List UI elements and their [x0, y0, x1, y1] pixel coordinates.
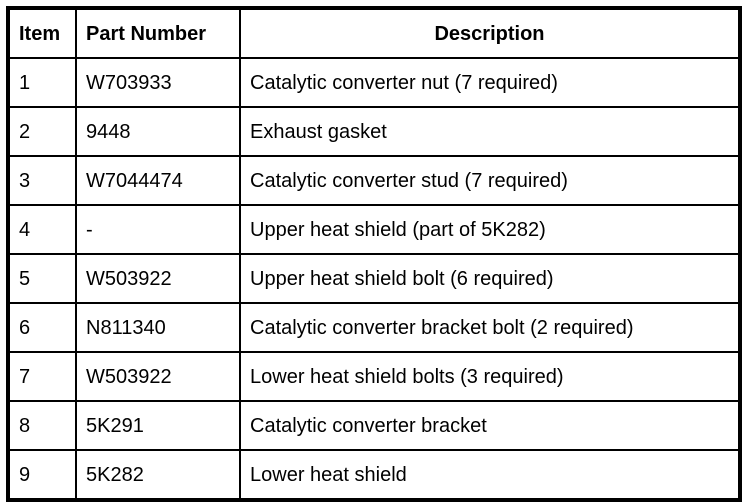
- table-row: 3 W7044474 Catalytic converter stud (7 r…: [7, 155, 741, 206]
- cell-item: 7: [7, 351, 77, 402]
- table-row: 6 N811340 Catalytic converter bracket bo…: [7, 302, 741, 353]
- cell-item: 6: [7, 302, 77, 353]
- cell-description: Upper heat shield (part of 5K282): [239, 204, 741, 255]
- cell-part-number: -: [75, 204, 241, 255]
- parts-table-container: Item Part Number Description 1 W703933 C…: [6, 6, 742, 502]
- cell-description: Catalytic converter bracket bolt (2 requ…: [239, 302, 741, 353]
- cell-description: Catalytic converter nut (7 required): [239, 57, 741, 108]
- cell-description: Catalytic converter stud (7 required): [239, 155, 741, 206]
- cell-description: Exhaust gasket: [239, 106, 741, 157]
- cell-description: Catalytic converter bracket: [239, 400, 741, 451]
- cell-item: 8: [7, 400, 77, 451]
- column-header-part-number: Part Number: [75, 7, 241, 59]
- table-row: 1 W703933 Catalytic converter nut (7 req…: [7, 57, 741, 108]
- table-row: 2 9448 Exhaust gasket: [7, 106, 741, 157]
- table-row: 7 W503922 Lower heat shield bolts (3 req…: [7, 351, 741, 402]
- cell-item: 1: [7, 57, 77, 108]
- table-body: 1 W703933 Catalytic converter nut (7 req…: [7, 57, 741, 501]
- cell-item: 4: [7, 204, 77, 255]
- column-header-item: Item: [7, 7, 77, 59]
- cell-description: Lower heat shield: [239, 449, 741, 501]
- cell-part-number: 5K282: [75, 449, 241, 501]
- cell-item: 9: [7, 449, 77, 501]
- cell-description: Lower heat shield bolts (3 required): [239, 351, 741, 402]
- table-header: Item Part Number Description: [7, 7, 741, 59]
- cell-part-number: W7044474: [75, 155, 241, 206]
- cell-part-number: 9448: [75, 106, 241, 157]
- cell-item: 3: [7, 155, 77, 206]
- cell-item: 5: [7, 253, 77, 304]
- table-row: 4 - Upper heat shield (part of 5K282): [7, 204, 741, 255]
- table-row: 5 W503922 Upper heat shield bolt (6 requ…: [7, 253, 741, 304]
- cell-description: Upper heat shield bolt (6 required): [239, 253, 741, 304]
- table-row: 8 5K291 Catalytic converter bracket: [7, 400, 741, 451]
- parts-table: Item Part Number Description 1 W703933 C…: [6, 6, 742, 502]
- column-header-description: Description: [239, 7, 741, 59]
- cell-part-number: N811340: [75, 302, 241, 353]
- cell-part-number: W703933: [75, 57, 241, 108]
- cell-item: 2: [7, 106, 77, 157]
- table-header-row: Item Part Number Description: [7, 7, 741, 59]
- cell-part-number: W503922: [75, 253, 241, 304]
- table-row: 9 5K282 Lower heat shield: [7, 449, 741, 501]
- cell-part-number: 5K291: [75, 400, 241, 451]
- cell-part-number: W503922: [75, 351, 241, 402]
